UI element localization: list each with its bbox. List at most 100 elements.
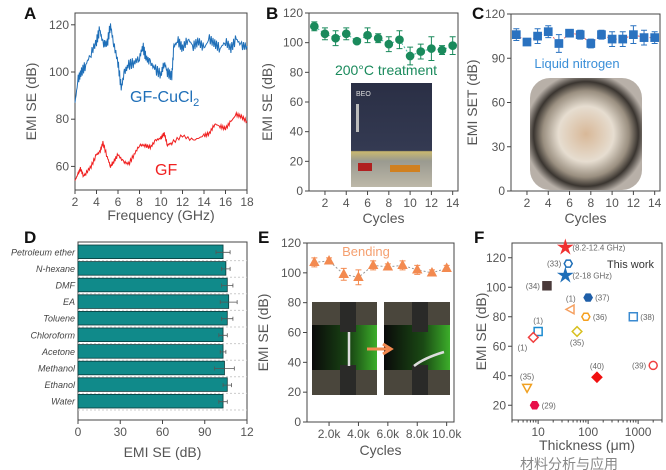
furnace-handle [356, 104, 359, 132]
x-tick-label: 0 [75, 425, 82, 439]
furnace-photo: BEO [351, 83, 432, 187]
error-bar [221, 266, 231, 271]
clamp-bar [340, 302, 356, 332]
category-label: N-hexane [36, 264, 75, 274]
data-point [639, 33, 649, 42]
clamp-bar [340, 365, 356, 395]
data-point [583, 293, 594, 302]
panel-b-chart: 0 20 40 60 80 100 120 2 4 6 8 10 12 14 Cycles EMI SE (d… [259, 6, 460, 226]
data-point [363, 30, 372, 40]
y-tick-label: 80 [56, 112, 70, 126]
x-tick-label: 90 [198, 425, 212, 439]
bar [77, 344, 224, 359]
point-label: (1) [533, 317, 543, 326]
error-bar [219, 300, 238, 305]
data-point [527, 331, 540, 344]
y-tick-label: 120 [49, 18, 69, 32]
bending-photo-1 [312, 302, 377, 395]
x-tick-label: 6 [115, 195, 122, 209]
x-tick-label: 2 [524, 196, 531, 210]
liquid-nitrogen-photo [530, 78, 642, 190]
point-label: (36) [593, 313, 608, 322]
y-tick-label: 20 [288, 385, 302, 399]
x-tick-label: 8 [385, 196, 392, 210]
point-label: (37) [595, 294, 610, 303]
data-point [426, 266, 438, 277]
data-point [565, 28, 574, 38]
point-label: (2-18 GHz) [572, 271, 612, 280]
data-point [338, 268, 349, 278]
x-tick-label: 8 [136, 195, 143, 209]
y-tick-label: 0 [294, 415, 301, 429]
data-point [405, 51, 415, 61]
x-tick-label: 10 [531, 425, 545, 439]
y-axis-label: EMI SE (dB) [259, 63, 275, 141]
data-point [650, 33, 660, 42]
category-label: Acetone [41, 347, 75, 357]
y-tick-label: 40 [290, 125, 304, 139]
bar [77, 261, 227, 276]
data-point [522, 37, 532, 47]
y-tick-label: 80 [493, 310, 507, 324]
category-label: DMF [56, 281, 76, 291]
y-tick-label: 60 [290, 95, 304, 109]
this-work-label: This work [607, 259, 655, 271]
annotation-liquid-nitrogen: Liquid nitrogen [534, 56, 619, 71]
data-point [427, 44, 436, 53]
error-bar [214, 366, 235, 371]
bar [77, 277, 228, 293]
x-axis-label: Thickness (μm) [539, 437, 635, 453]
error-bar [218, 399, 228, 404]
data-point [352, 36, 362, 46]
data-point [533, 326, 543, 337]
x-tick-label: 100 [578, 425, 598, 439]
y-axis-label: EMI SET (dB) [464, 59, 480, 145]
bar [77, 327, 224, 343]
data-point [320, 29, 330, 39]
data-point [448, 41, 458, 50]
data-point [571, 325, 583, 338]
panel-d-chart: 0 30 60 90 12 Petroleum ether N-hexane DMF EA Tol… [11, 241, 254, 460]
point-label: (39) [632, 361, 647, 370]
category-label: Petroleum ether [11, 247, 76, 257]
data-point [648, 360, 658, 371]
y-tick-label: 30 [492, 140, 506, 154]
data-point [618, 34, 628, 44]
bar [77, 294, 230, 309]
x-tick-label: 18 [240, 195, 254, 209]
data-point [331, 33, 340, 43]
data-point [586, 39, 596, 48]
x-tick-label: 14 [197, 195, 211, 209]
x-axis-label: Frequency (GHz) [107, 207, 214, 223]
point-label: (35) [570, 339, 585, 348]
data-point [412, 263, 423, 274]
data-point [437, 45, 447, 55]
x-tick-label: 8.0k [406, 427, 430, 441]
x-tick-label: 2 [322, 196, 329, 210]
error-bar [219, 349, 227, 354]
furnace-buttons [390, 165, 420, 172]
x-tick-label: 6 [566, 196, 573, 210]
category-label: Methanol [38, 364, 76, 374]
panel-label-d: D [24, 228, 36, 247]
bending-photo-2 [384, 302, 450, 395]
y-tick-label: 60 [288, 326, 302, 340]
data-point [556, 238, 574, 255]
error-bar [215, 250, 231, 255]
data-point [543, 27, 553, 37]
category-label: Chloroform [30, 330, 75, 340]
category-label: Toluene [43, 314, 75, 324]
x-tick-label: 14 [446, 196, 460, 210]
bar [77, 360, 225, 376]
y-tick-label: 100 [281, 266, 301, 280]
x-tick-label: 10 [403, 196, 417, 210]
bar [77, 310, 228, 326]
data-point [309, 22, 319, 31]
clamp-bar [412, 302, 428, 332]
series-line [314, 260, 447, 278]
series-label-gf-cucl2: GF-CuCl2 [130, 89, 199, 109]
y-tick-label: 0 [296, 184, 303, 198]
y-tick-label: 100 [283, 36, 303, 50]
category-label: Ethanol [44, 380, 76, 390]
